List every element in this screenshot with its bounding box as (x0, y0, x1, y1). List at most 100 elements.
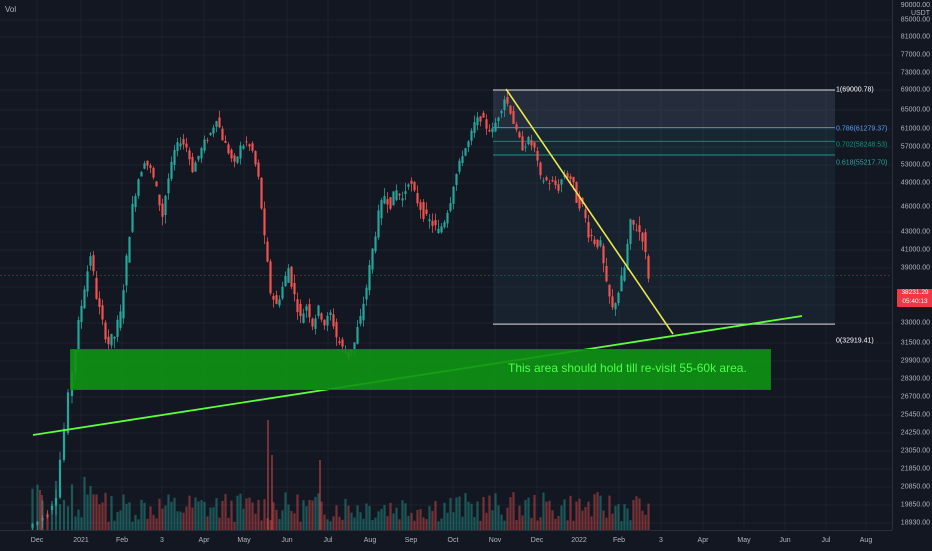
volume-indicator-label[interactable]: Vol (5, 5, 17, 14)
volume-bar (50, 503, 54, 530)
volume-bar (635, 496, 638, 530)
volume-bar (446, 512, 449, 530)
volume-bar (140, 499, 143, 530)
volume-bar (299, 521, 302, 530)
volume-bar (170, 501, 173, 530)
volume-bar (566, 520, 569, 530)
candle-body (623, 267, 626, 281)
volume-bar (242, 508, 245, 530)
candle-body (617, 292, 620, 304)
volume-bar (422, 517, 425, 530)
price-axis[interactable]: 90000.00 USDT 85000.00 81000.00 77000.00 73… (892, 0, 932, 530)
time-tick: Aug (859, 537, 873, 544)
volume-bar (173, 497, 176, 530)
candle-body (332, 314, 335, 327)
candle-body (515, 124, 518, 130)
price-tick: 81000.00 (900, 33, 930, 41)
price-tick: 21850.00 (900, 465, 930, 473)
candle-body (521, 136, 524, 151)
volume-bar (608, 495, 611, 530)
price-tick: 39000.00 (900, 264, 930, 272)
candle-body (584, 209, 587, 219)
candle-body (221, 128, 224, 141)
candle-body (638, 225, 641, 233)
volume-bar (356, 505, 359, 530)
candle-body (299, 303, 302, 317)
candle-body (290, 266, 293, 287)
candle-body (500, 110, 503, 114)
price-tick: 73000.00 (900, 69, 930, 77)
time-tick: Oct (447, 537, 459, 544)
candle-body (287, 268, 290, 283)
volume-bar (260, 520, 263, 530)
price-tick: 20850.00 (900, 483, 930, 491)
candle-body (527, 137, 530, 145)
candle-body (83, 289, 86, 309)
candle-body (224, 140, 227, 143)
time-tick: Dec (530, 537, 544, 544)
time-axis[interactable]: Dec 2021 Feb 3 Apr May Jun Jul Aug Sep Oct Nov Dec 20… (0, 530, 892, 551)
candle-body (161, 203, 164, 217)
candle-body (176, 142, 179, 152)
volume-bar (326, 519, 329, 530)
time-tick: Jul (821, 537, 831, 544)
volume-bar (320, 501, 323, 530)
volume-bar (431, 510, 434, 530)
volume-bar (46, 513, 49, 530)
price-chart[interactable] (0, 0, 892, 530)
candle-body (539, 162, 542, 176)
candle-body (197, 155, 200, 160)
support-zone[interactable]: This area should hold till re-visit 55-6… (70, 349, 771, 390)
volume-bar (359, 512, 362, 530)
candle-body (257, 162, 260, 177)
volume-bar (275, 509, 278, 530)
volume-bar (290, 510, 293, 530)
volume-bar (191, 507, 194, 530)
volume-bar (104, 492, 107, 530)
candle-body (506, 96, 509, 104)
candle-body (434, 219, 437, 226)
volume-bar (248, 497, 251, 530)
volume-bar (197, 501, 200, 530)
candle-body (140, 171, 143, 177)
volume-bar (527, 497, 530, 530)
candle-body (353, 342, 356, 350)
candle-body (446, 212, 449, 224)
candle-body (293, 283, 296, 295)
candle-body (209, 132, 212, 135)
candle-body (494, 122, 497, 132)
volume-bar (482, 496, 485, 530)
volume-bar (602, 510, 605, 530)
chart-area[interactable]: Vol This area should hold till re-visit … (0, 0, 892, 530)
volume-bar (536, 520, 539, 530)
candle-body (66, 392, 70, 433)
volume-bar (464, 493, 467, 530)
volume-bar (569, 495, 572, 530)
volume-bar (161, 508, 164, 530)
candle-body (545, 177, 548, 181)
candle-body (368, 265, 371, 291)
candle-body (58, 459, 62, 498)
candle-body (41, 517, 44, 521)
time-tick: Aug (363, 537, 377, 544)
candle-body (389, 197, 392, 209)
candle-body (194, 162, 197, 172)
candle-body (572, 176, 575, 183)
volume-bar (374, 517, 377, 530)
volume-bar (578, 498, 581, 530)
candle-body (152, 167, 155, 178)
volume-bar (335, 505, 338, 530)
volume-bar (362, 518, 365, 530)
candle-body (395, 190, 398, 201)
candle-body (203, 139, 206, 151)
candle-body (296, 299, 299, 313)
volume-bar (416, 509, 419, 530)
candle-body (374, 236, 377, 252)
volume-bar (434, 500, 437, 530)
candle-body (98, 298, 101, 307)
price-tick: 31500.00 (900, 339, 930, 347)
candle-body (602, 245, 605, 264)
volume-bar (632, 499, 635, 530)
time-tick: Jun (281, 537, 293, 544)
candle-body (182, 139, 185, 145)
